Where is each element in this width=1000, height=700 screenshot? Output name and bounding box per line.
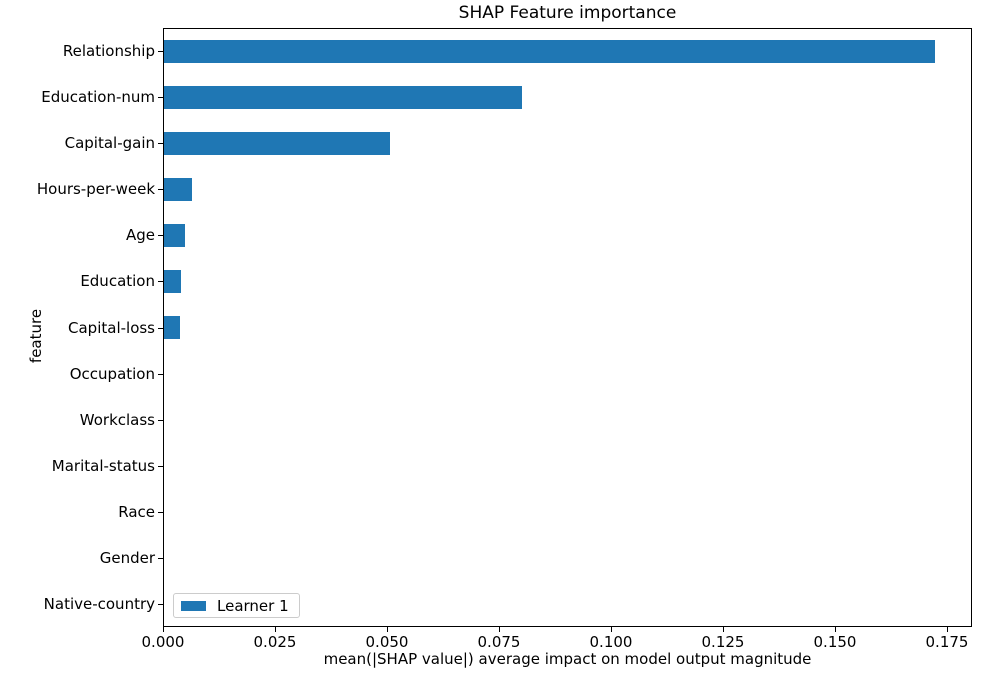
y-tick-mark [158, 328, 163, 329]
y-tick-label: Education [80, 272, 155, 290]
legend-swatch [181, 600, 206, 611]
bar-education [164, 270, 181, 293]
y-tick-label: Workclass [79, 411, 155, 429]
x-tick-mark [723, 627, 724, 632]
y-tick-label: Occupation [69, 365, 155, 383]
y-tick-mark [158, 466, 163, 467]
x-tick-label: 0.050 [365, 633, 409, 651]
y-tick-label: Age [125, 226, 155, 244]
y-tick-label: Race [118, 503, 155, 521]
y-tick-mark [158, 604, 163, 605]
y-tick-mark [158, 97, 163, 98]
x-tick-mark [947, 627, 948, 632]
x-tick-label: 0.125 [701, 633, 745, 651]
chart-title: SHAP Feature importance [458, 3, 677, 23]
y-tick-mark [158, 512, 163, 513]
plot-area [163, 28, 972, 627]
x-tick-mark [387, 627, 388, 632]
legend: Learner 1 [173, 593, 300, 618]
y-tick-label: Hours-per-week [36, 180, 155, 198]
y-tick-mark [158, 374, 163, 375]
x-tick-mark [499, 627, 500, 632]
y-tick-mark [158, 281, 163, 282]
bar-hours-per-week [164, 178, 192, 201]
x-tick-mark [275, 627, 276, 632]
bar-capital-loss [164, 316, 180, 339]
y-tick-mark [158, 558, 163, 559]
x-tick-label: 0.000 [141, 633, 185, 651]
y-tick-mark [158, 235, 163, 236]
x-tick-label: 0.075 [477, 633, 521, 651]
y-tick-label: Marital-status [51, 457, 155, 475]
y-tick-mark [158, 420, 163, 421]
x-tick-label: 0.175 [925, 633, 969, 651]
y-tick-label: Education-num [41, 88, 155, 106]
y-tick-mark [158, 51, 163, 52]
x-axis-label: mean(|SHAP value|) average impact on mod… [323, 650, 812, 668]
y-tick-label: Native-country [43, 595, 155, 613]
bar-relationship [164, 40, 935, 63]
y-tick-label: Relationship [62, 42, 155, 60]
x-tick-label: 0.100 [589, 633, 633, 651]
y-tick-label: Capital-gain [64, 134, 155, 152]
y-tick-label: Gender [99, 549, 155, 567]
bar-capital-gain [164, 132, 390, 155]
legend-label: Learner 1 [217, 596, 289, 615]
bar-education-num [164, 86, 522, 109]
x-tick-mark [163, 627, 164, 632]
y-tick-mark [158, 189, 163, 190]
x-tick-label: 0.150 [813, 633, 857, 651]
x-tick-label: 0.025 [253, 633, 297, 651]
bar-age [164, 224, 185, 247]
y-tick-label: Capital-loss [68, 319, 155, 337]
x-tick-mark [611, 627, 612, 632]
x-tick-mark [835, 627, 836, 632]
y-tick-mark [158, 143, 163, 144]
